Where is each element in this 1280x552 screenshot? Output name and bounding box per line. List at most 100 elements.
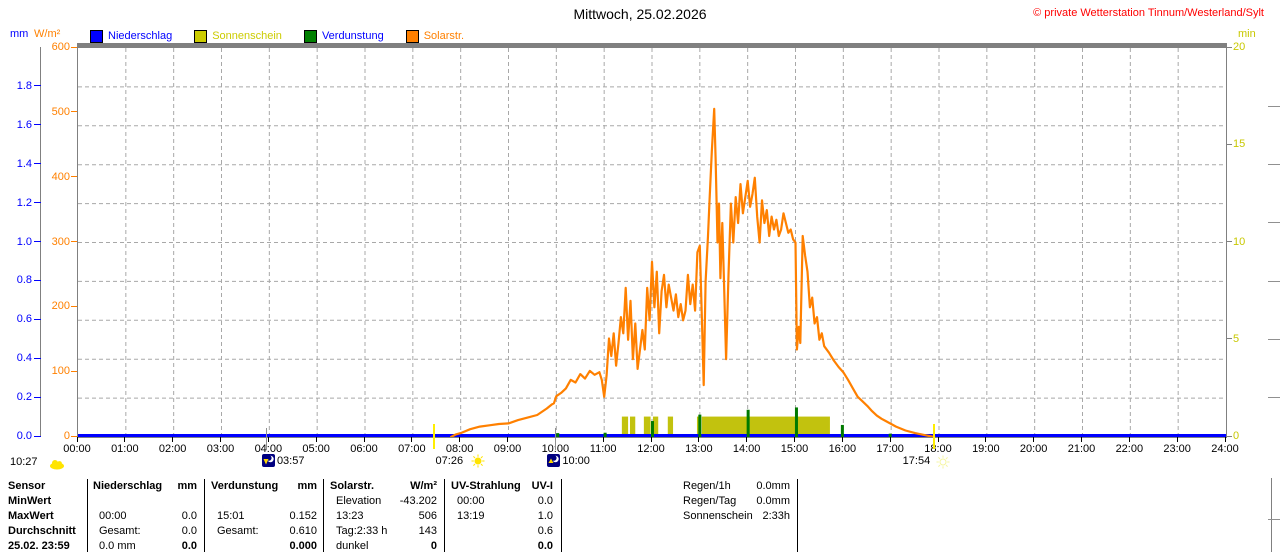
table-separator [561,479,562,552]
x-axis-label: 05:00 [302,443,330,455]
min-axis-tick [1226,435,1232,437]
x-axis-tick [363,437,365,442]
sunrise-marker-line [432,424,435,449]
evaporation-spike [888,433,892,437]
cell-value: 0.610 [289,525,317,537]
window-edge-dash [1268,106,1280,107]
x-axis-tick [937,437,939,442]
table-row-label: 25.02. 23:59 [8,540,70,552]
x-axis-tick [985,437,987,442]
cell-label: 0.0 mm [99,540,136,552]
plot-area [77,47,1227,438]
mm-axis-label: 0.0 [16,430,32,442]
x-axis-tick [1128,437,1130,442]
table-cell: 00:00 0.0 [451,494,553,509]
cell-label: 15:01 [217,510,245,522]
plot-top-border [77,43,1227,47]
mm-axis-tick [34,396,41,398]
x-axis-label: 22:00 [1115,443,1144,455]
cell-label: Tag:2:33 h [336,525,388,537]
min-axis-tick [1226,241,1232,242]
x-axis-label: 14:00 [732,443,761,455]
moonrise-marker-line [555,428,557,450]
x-axis-label: 24:00 [1211,443,1239,455]
wm2-axis-label: 200 [51,300,70,313]
x-axis-label: 09:00 [493,443,522,455]
col-header-unit: mm [297,480,317,492]
summary-row: Regen/1h 0.0mm [683,479,790,494]
cell-label: 00:00 [457,495,485,507]
mm-axis-label: 1.4 [16,157,32,170]
legend-label: Verdunstung [321,30,384,42]
wm2-axis-label: 0 [63,430,70,442]
window-edge-dash [1268,164,1280,165]
cell-label: 13:23 [336,510,364,522]
cell-label: 00:00 [99,510,127,522]
legend: Niederschlag Sonnenschein Verdunstung Solar… [90,29,486,43]
mm-axis-label: 1.0 [16,235,32,248]
col-header-name: Verdunstung [211,480,279,492]
cell-value: 143 [418,525,437,537]
x-axis-label: 02:00 [158,443,187,455]
table-cell: 00:00 0.0 [93,509,197,524]
table-cell: 0.6 [451,524,553,539]
x-axis-label: 06:00 [350,443,378,455]
window-edge-line [1271,478,1272,552]
evaporation-spike [556,433,560,437]
mm-axis-tick [34,435,41,437]
wm2-axis-tick [71,305,77,307]
sunshine-bar [629,416,636,435]
x-axis-label: 21:00 [1067,443,1096,455]
x-axis-label: 11:00 [589,443,617,455]
mm-axis-tick [34,318,41,320]
col-header-name: UV-Strahlung [451,480,521,492]
solar-radiation-curve [450,107,936,437]
wm2-axis-label: 400 [51,170,70,183]
x-axis-tick [220,437,221,442]
summary-value: 2:33h [762,510,790,522]
x-axis-label: 08:00 [445,443,474,455]
x-axis-label: 17:00 [876,443,904,455]
cell-value: 1.0 [537,510,553,522]
legend-item-sonnenschein: Sonnenschein [194,29,282,43]
mm-axis-tick [34,163,41,165]
table-cell: 0.000 [211,539,317,552]
cell-value: 0.152 [289,510,317,522]
table-row-label: MinWert [8,495,52,507]
x-axis-tick [459,437,461,442]
table-separator [323,479,324,552]
sunset-time: 17:54 [902,455,931,467]
min-axis-tick [1226,338,1232,340]
min-axis-label: 5 [1233,332,1240,345]
x-axis-tick [602,437,604,442]
x-axis-tick [746,437,748,442]
x-axis-label: 01:00 [111,443,139,455]
x-axis-tick [1224,437,1226,442]
wm2-axis-tick [71,111,77,113]
evaporation-spike [603,432,607,437]
cell-value: 0.000 [289,540,317,552]
cell-value: 0.0 [181,540,197,552]
col-header-unit: mm [177,480,197,492]
x-axis-label: 03:00 [206,443,235,455]
copyright-note: © private Wetterstation Tinnum/Westerlan… [1033,7,1264,19]
sunshine-bar [652,416,659,435]
mm-axis-label: 0.6 [16,313,32,326]
col-header-unit: UV-I [531,480,553,492]
wm2-axis-tick [71,241,77,242]
wm2-axis-label: 300 [51,235,70,248]
mm-axis-tick [34,241,41,242]
table-row-label: Sensor [8,480,46,492]
x-axis-tick [1176,437,1178,442]
moonset-marker-line [265,428,267,450]
cell-value: 0 [430,540,437,552]
table-separator [444,479,445,552]
summary-label: Regen/1h [683,480,731,492]
evaporation-spike [794,407,798,437]
x-axis-label: 07:00 [398,443,426,455]
mm-axis-label: 1.8 [16,79,32,92]
x-axis-tick [841,437,843,442]
chart-canvas [78,48,1226,437]
table-col-header: Verdunstung mm [211,479,317,494]
